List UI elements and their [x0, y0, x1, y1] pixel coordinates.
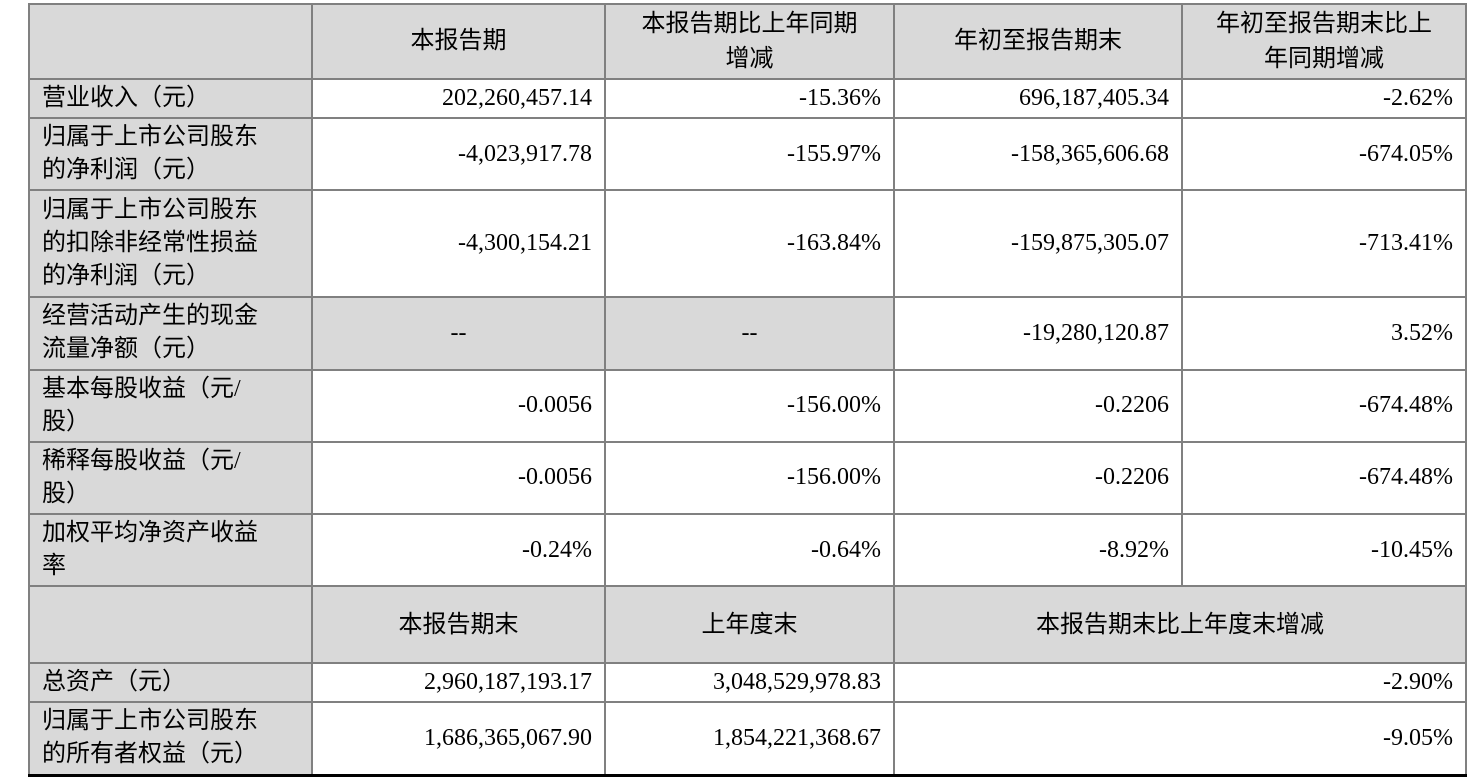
- value-current-period-yoy: -15.36%: [604, 77, 895, 120]
- row-diluted-eps: 稀释每股收益（元/ 股） -0.0056 -156.00% -0.2206 -6…: [28, 440, 1467, 515]
- metric-label: 归属于上市公司股东 的净利润（元）: [28, 117, 313, 192]
- value-current-period: -0.24%: [311, 512, 606, 588]
- value-current-period-yoy: -163.84%: [604, 189, 895, 299]
- value-end-of-prior-year: 3,048,529,978.83: [604, 662, 895, 704]
- value-change-vs-prior-year-end: -2.90%: [893, 662, 1467, 704]
- value-current-period-yoy: -155.97%: [604, 117, 895, 192]
- header-end-of-period: 本报告期末: [311, 585, 606, 665]
- header-current-period: 本报告期: [311, 3, 606, 80]
- metric-label: 加权平均净资产收益 率: [28, 512, 313, 588]
- row-equity-attributable: 归属于上市公司股东 的所有者权益（元） 1,686,365,067.90 1,8…: [28, 701, 1467, 777]
- metric-label: 归属于上市公司股东 的所有者权益（元）: [28, 701, 313, 777]
- header-current-period-yoy: 本报告期比上年同期 增减: [604, 3, 895, 80]
- value-ytd: -158,365,606.68: [893, 117, 1183, 192]
- value-ytd: 696,187,405.34: [893, 77, 1183, 120]
- header-blank: [28, 3, 313, 80]
- metric-label: 总资产（元）: [28, 662, 313, 704]
- row-net-profit-attributable: 归属于上市公司股东 的净利润（元） -4,023,917.78 -155.97%…: [28, 117, 1467, 192]
- value-ytd: -0.2206: [893, 368, 1183, 443]
- header-row-period-end: 本报告期末 上年度末 本报告期末比上年度末增减: [28, 585, 1467, 665]
- row-net-profit-excl-nonrecurring: 归属于上市公司股东 的扣除非经常性损益 的净利润（元） -4,300,154.2…: [28, 189, 1467, 299]
- row-weighted-avg-roe: 加权平均净资产收益 率 -0.24% -0.64% -8.92% -10.45%: [28, 512, 1467, 588]
- value-ytd-yoy: 3.52%: [1181, 296, 1467, 371]
- value-end-of-period: 2,960,187,193.17: [311, 662, 606, 704]
- row-operating-revenue: 营业收入（元） 202,260,457.14 -15.36% 696,187,4…: [28, 77, 1467, 120]
- value-ytd-yoy: -674.48%: [1181, 440, 1467, 515]
- value-current-period-yoy-na: --: [604, 296, 895, 371]
- header-ytd-yoy: 年初至报告期末比上 年同期增减: [1181, 3, 1467, 80]
- value-current-period: 202,260,457.14: [311, 77, 606, 120]
- value-ytd-yoy: -10.45%: [1181, 512, 1467, 588]
- value-current-period-yoy: -156.00%: [604, 368, 895, 443]
- value-current-period-yoy: -156.00%: [604, 440, 895, 515]
- key-financials-table: 本报告期 本报告期比上年同期 增减 年初至报告期末 年初至报告期末比上 年同期增…: [28, 3, 1467, 777]
- header-end-of-prior-year: 上年度末: [604, 585, 895, 665]
- row-operating-cash-flow: 经营活动产生的现金 流量净额（元） -- -- -19,280,120.87 3…: [28, 296, 1467, 371]
- value-current-period: -4,300,154.21: [311, 189, 606, 299]
- value-end-of-prior-year: 1,854,221,368.67: [604, 701, 895, 777]
- metric-label: 稀释每股收益（元/ 股）: [28, 440, 313, 515]
- value-current-period: -4,023,917.78: [311, 117, 606, 192]
- header-ytd: 年初至报告期末: [893, 3, 1183, 80]
- metric-label: 归属于上市公司股东 的扣除非经常性损益 的净利润（元）: [28, 189, 313, 299]
- metric-label: 基本每股收益（元/ 股）: [28, 368, 313, 443]
- metric-label: 经营活动产生的现金 流量净额（元）: [28, 296, 313, 371]
- value-ytd: -159,875,305.07: [893, 189, 1183, 299]
- value-current-period: -0.0056: [311, 368, 606, 443]
- header-row-period: 本报告期 本报告期比上年同期 增减 年初至报告期末 年初至报告期末比上 年同期增…: [28, 3, 1467, 80]
- value-ytd-yoy: -713.41%: [1181, 189, 1467, 299]
- value-ytd-yoy: -674.05%: [1181, 117, 1467, 192]
- row-total-assets: 总资产（元） 2,960,187,193.17 3,048,529,978.83…: [28, 662, 1467, 704]
- value-ytd: -0.2206: [893, 440, 1183, 515]
- value-ytd: -8.92%: [893, 512, 1183, 588]
- value-current-period-na: --: [311, 296, 606, 371]
- value-current-period-yoy: -0.64%: [604, 512, 895, 588]
- value-ytd-yoy: -2.62%: [1181, 77, 1467, 120]
- value-change-vs-prior-year-end: -9.05%: [893, 701, 1467, 777]
- value-end-of-period: 1,686,365,067.90: [311, 701, 606, 777]
- value-current-period: -0.0056: [311, 440, 606, 515]
- header-blank-2: [28, 585, 313, 665]
- row-basic-eps: 基本每股收益（元/ 股） -0.0056 -156.00% -0.2206 -6…: [28, 368, 1467, 443]
- value-ytd-yoy: -674.48%: [1181, 368, 1467, 443]
- metric-label: 营业收入（元）: [28, 77, 313, 120]
- value-ytd: -19,280,120.87: [893, 296, 1183, 371]
- header-change-vs-prior-year-end: 本报告期末比上年度末增减: [893, 585, 1467, 665]
